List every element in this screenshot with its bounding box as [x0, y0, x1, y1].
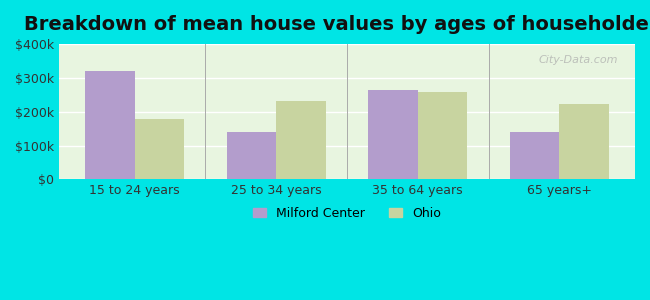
Bar: [227, 132, 276, 179]
Bar: [276, 101, 326, 179]
Bar: [559, 104, 609, 179]
Title: Breakdown of mean house values by ages of householders: Breakdown of mean house values by ages o…: [24, 15, 650, 34]
Legend: Milford Center, Ohio: Milford Center, Ohio: [248, 202, 446, 225]
Bar: [418, 92, 467, 179]
Bar: [85, 71, 135, 179]
Text: City-Data.com: City-Data.com: [538, 55, 617, 65]
Bar: [510, 132, 559, 179]
Bar: [368, 90, 418, 179]
Bar: [135, 119, 184, 179]
